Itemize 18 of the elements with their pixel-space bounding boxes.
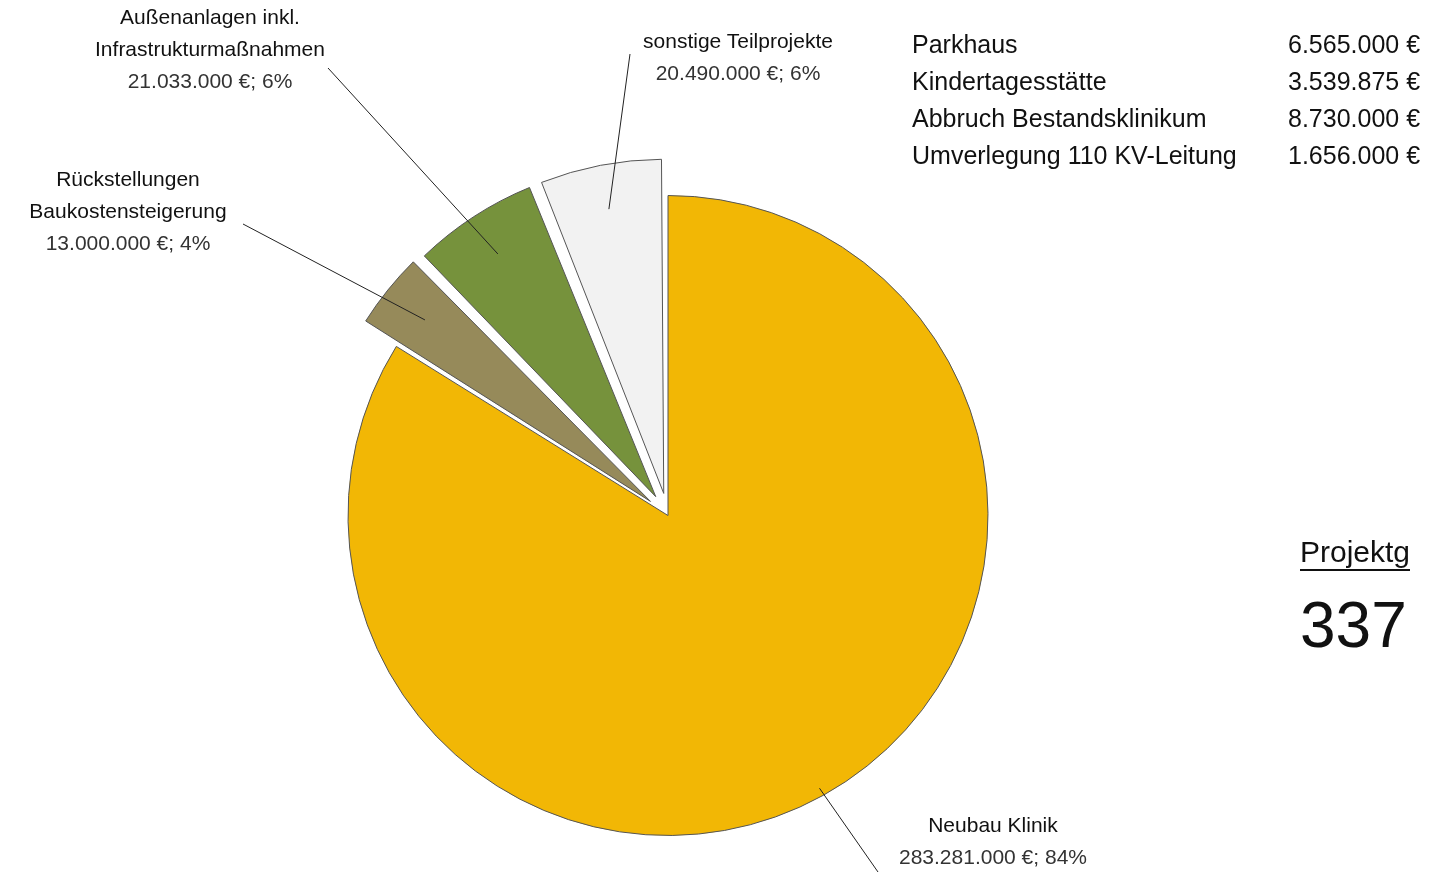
data-label: 283.281.000 €; 84% xyxy=(899,845,1087,869)
text: Umverlegung 110 KV-Leitung xyxy=(912,141,1237,170)
data-label: 20.490.000 €; 6% xyxy=(655,61,821,85)
slice-label: sonstige Teilprojekte xyxy=(643,29,833,53)
slice-label: Neubau Klinik xyxy=(928,813,1059,837)
text: 3.539.875 € xyxy=(1288,67,1421,96)
slice-label: Außenanlagen inkl. Infrastrukturmaßnahmen xyxy=(95,5,325,61)
slice-label: Rückstellungen Baukostensteigerung xyxy=(29,167,227,223)
text: Kindertagesstätte xyxy=(912,67,1107,96)
data-label: 21.033.000 €; 6% xyxy=(127,69,293,93)
text: Abbruch Bestandsklinikum xyxy=(912,104,1207,133)
text: 6.565.000 € xyxy=(1288,30,1421,59)
text: Parkhaus xyxy=(912,30,1018,59)
text: 8.730.000 € xyxy=(1288,104,1421,133)
text: 1.656.000 € xyxy=(1288,141,1421,170)
text: Projektg xyxy=(1300,535,1411,571)
data-label: 13.000.000 €; 4% xyxy=(45,231,211,255)
text: 337 xyxy=(1300,588,1407,662)
